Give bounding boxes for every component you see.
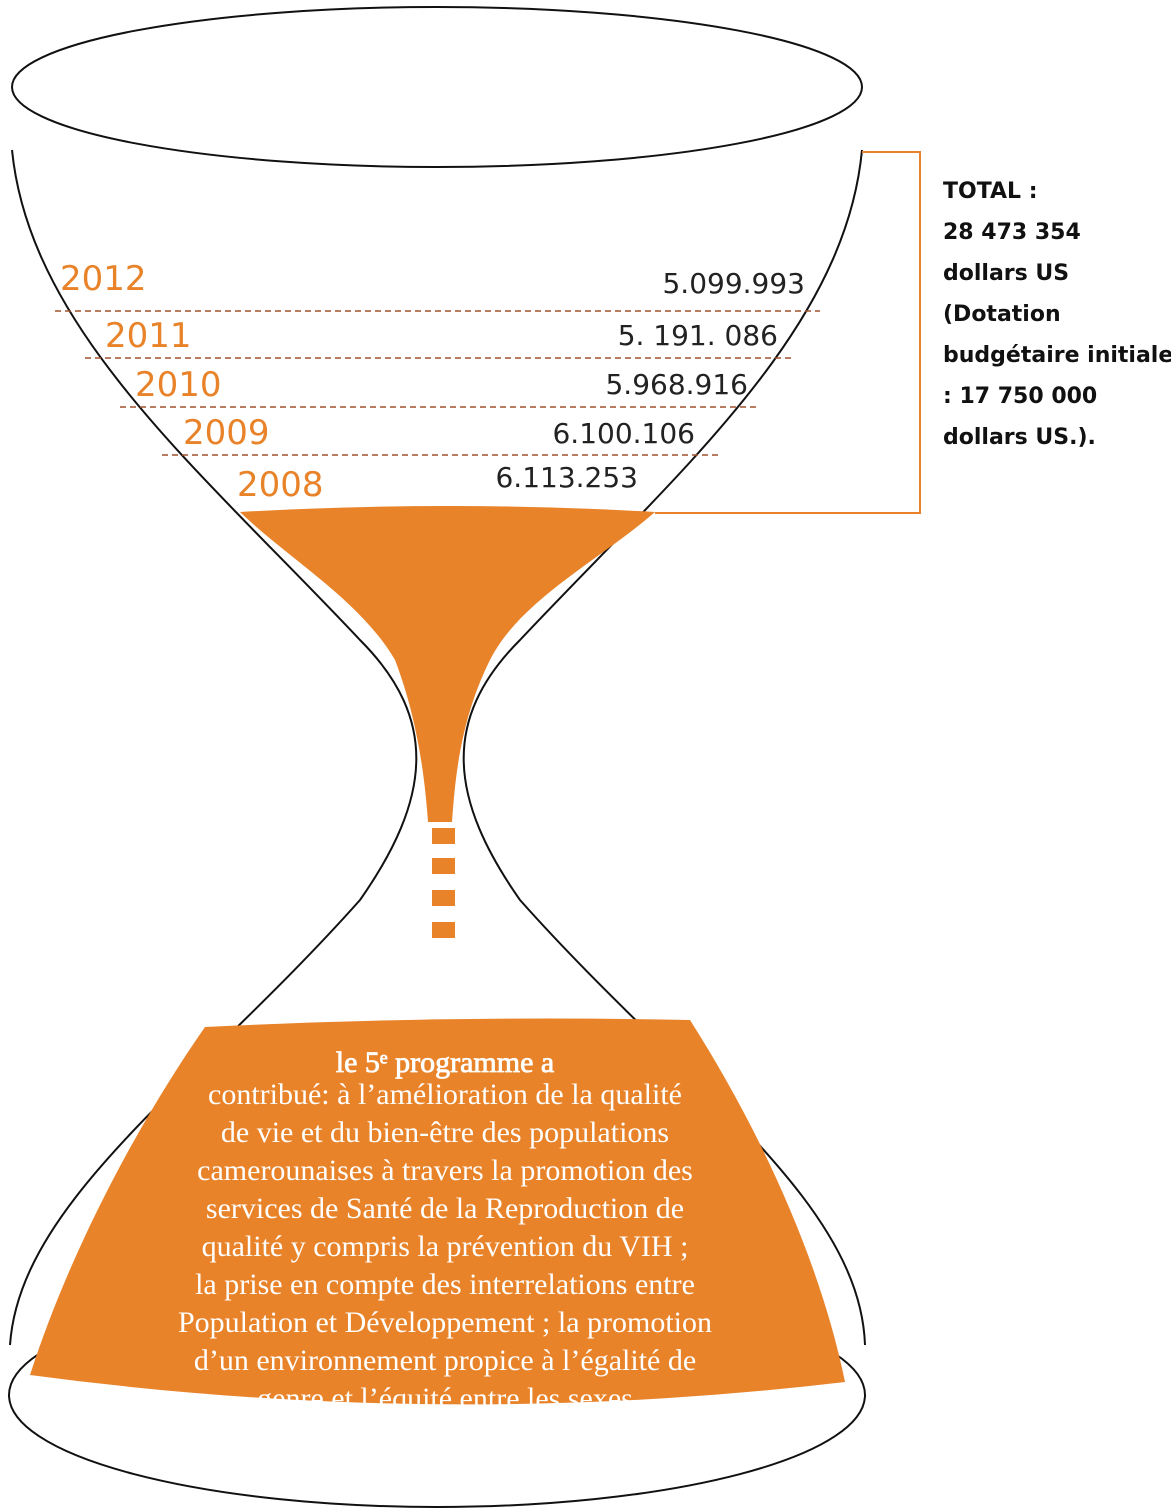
- programme-line: le 5ᵉ programme a: [336, 1046, 554, 1079]
- programme-line: qualité y compris la prévention du VIH ;: [202, 1230, 689, 1263]
- total-line: TOTAL :: [943, 179, 1038, 204]
- total-line: budgétaire initiale: [943, 343, 1171, 368]
- total-text: TOTAL : 28 473 354 dollars US (Dotation budg…: [943, 179, 1171, 450]
- total-line: (Dotation: [943, 302, 1061, 327]
- year: 2008: [237, 465, 324, 505]
- total-line: : 17 750 000: [943, 384, 1097, 409]
- year: 2012: [60, 259, 147, 299]
- amount: 6.100.106: [552, 417, 695, 450]
- amount: 5.099.993: [662, 267, 805, 300]
- hourglass-infographic: 2012 5.099.993 2011 5. 191. 086 2010 5.968.91…: [0, 0, 1171, 1509]
- sand-drops: [432, 828, 455, 938]
- year: 2009: [183, 413, 270, 453]
- programme-line: genre et l’équité entre les sexes: [257, 1382, 633, 1415]
- programme-line: la prise en compte des interrelations en…: [195, 1268, 695, 1301]
- total-line: dollars US: [943, 261, 1069, 286]
- total-line: dollars US.).: [943, 425, 1096, 450]
- amount: 6.113.253: [495, 461, 638, 494]
- programme-line: de vie et du bien-être des populations: [221, 1116, 669, 1149]
- top-sand: [240, 506, 655, 822]
- programme-line: contribué: à l’amélioration de la qualit…: [208, 1078, 682, 1111]
- programme-line: d’un environnement propice à l’égalité d…: [194, 1344, 696, 1377]
- year: 2010: [135, 365, 222, 405]
- budget-rows: 2012 5.099.993 2011 5. 191. 086 2010 5.968.91…: [60, 259, 805, 505]
- programme-line: camerounaises à travers la promotion des: [197, 1154, 693, 1187]
- total-line: 28 473 354: [943, 220, 1081, 245]
- amount: 5.968.916: [605, 368, 748, 401]
- programme-line: Population et Développement ; la promoti…: [178, 1306, 712, 1339]
- amount: 5. 191. 086: [618, 319, 778, 352]
- programme-line: services de Santé de la Reproduction de: [206, 1192, 684, 1225]
- year: 2011: [105, 316, 192, 356]
- top-ellipse: [12, 7, 862, 167]
